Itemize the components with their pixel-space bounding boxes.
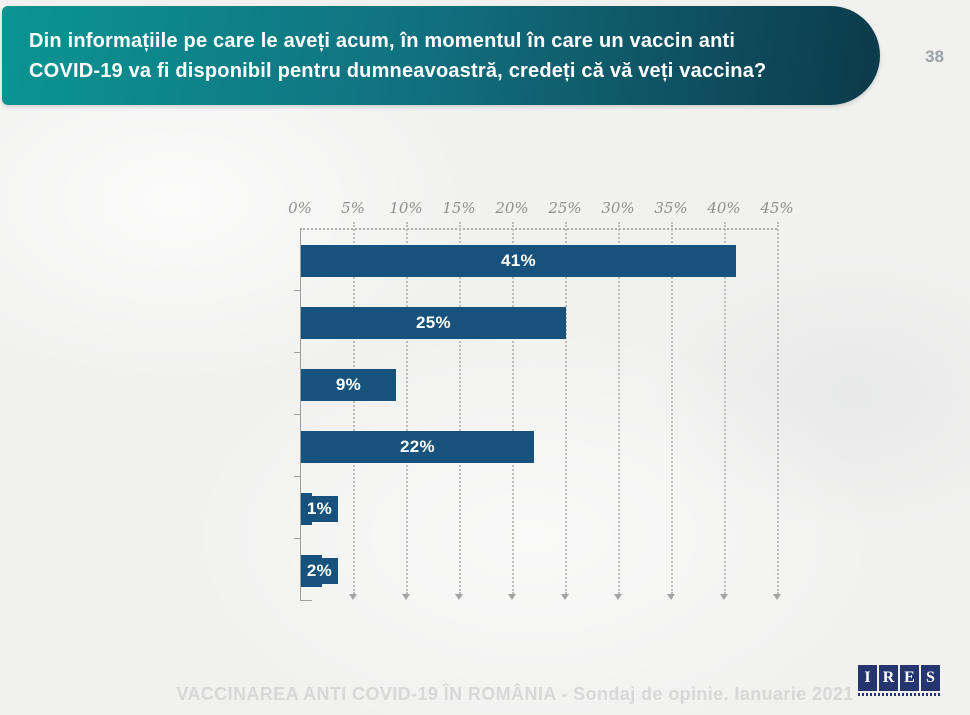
bar-value-label: 25%: [416, 313, 451, 332]
bar-value-label: 9%: [335, 375, 362, 394]
gridline-arrow-icon: [773, 594, 781, 600]
y-axis-tick: [294, 352, 300, 353]
gridline-arrow-icon: [720, 594, 728, 600]
gridline: [724, 222, 726, 594]
x-tick: 5%: [341, 199, 365, 217]
gridline: [512, 222, 514, 594]
bar-value-label: 41%: [501, 251, 536, 270]
plot-area: [300, 222, 781, 600]
bar: 22%: [301, 431, 534, 463]
bar: 9%: [301, 369, 396, 401]
x-tick: 45%: [760, 199, 794, 217]
plot-top-border: [300, 228, 777, 230]
y-axis-tick: [294, 538, 300, 539]
y-axis: [294, 228, 312, 601]
title-banner: Din informațiile pe care le aveți acum, …: [2, 6, 880, 105]
ires-logo-tiles: I R E S: [858, 665, 942, 691]
bar: 25%: [301, 307, 566, 339]
ires-logo-letter: S: [921, 665, 940, 691]
footer-caption: VACCINAREA ANTI COVID-19 ÎN ROMÂNIA - So…: [176, 684, 854, 704]
ires-logo-letter: E: [900, 665, 919, 691]
x-tick: 20%: [495, 199, 529, 217]
gridline: [565, 222, 567, 594]
bar-value-label: 2%: [306, 561, 333, 580]
bar-value-callout: 1%: [301, 496, 338, 522]
y-axis-tick: [294, 476, 300, 477]
gridline: [353, 222, 355, 594]
bar-value-label: 22%: [400, 437, 435, 456]
ires-logo-caption: [858, 693, 942, 696]
x-tick: 15%: [442, 199, 476, 217]
gridline: [618, 222, 620, 594]
gridline: [406, 222, 408, 594]
y-axis-tick: [294, 290, 300, 291]
x-tick: 40%: [707, 199, 741, 217]
x-tick: 0%: [288, 199, 312, 217]
bar-value-callout: 2%: [301, 558, 338, 584]
bar: 41%: [301, 245, 736, 277]
page-number: 38: [925, 47, 944, 66]
gridline-arrow-icon: [614, 594, 622, 600]
x-tick: 30%: [601, 199, 635, 217]
gridline-arrow-icon: [349, 594, 357, 600]
bar-value-label: 1%: [306, 499, 333, 518]
x-tick: 10%: [389, 199, 423, 217]
gridline: [671, 222, 673, 594]
y-axis-foot: [300, 600, 312, 601]
x-axis-tick-labels: 0% 5% 10% 15% 20% 25% 30% 35% 40% 45%: [0, 199, 970, 219]
gridline-arrow-icon: [508, 594, 516, 600]
gridline-arrow-icon: [402, 594, 410, 600]
ires-logo-letter: I: [858, 665, 877, 691]
gridline: [459, 222, 461, 594]
ires-logo: I R E S: [858, 665, 942, 696]
gridline-arrow-icon: [455, 594, 463, 600]
gridline-arrow-icon: [667, 594, 675, 600]
gridline-arrow-icon: [561, 594, 569, 600]
slide-title: Din informațiile pe care le aveți acum, …: [29, 29, 767, 82]
ires-logo-letter: R: [879, 665, 898, 691]
x-tick: 25%: [548, 199, 582, 217]
y-axis-tick: [294, 414, 300, 415]
gridline: [777, 222, 779, 594]
x-tick: 35%: [654, 199, 688, 217]
